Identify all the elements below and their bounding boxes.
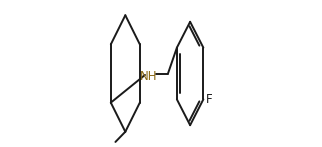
Text: NH: NH (140, 70, 157, 83)
Text: F: F (205, 93, 212, 106)
